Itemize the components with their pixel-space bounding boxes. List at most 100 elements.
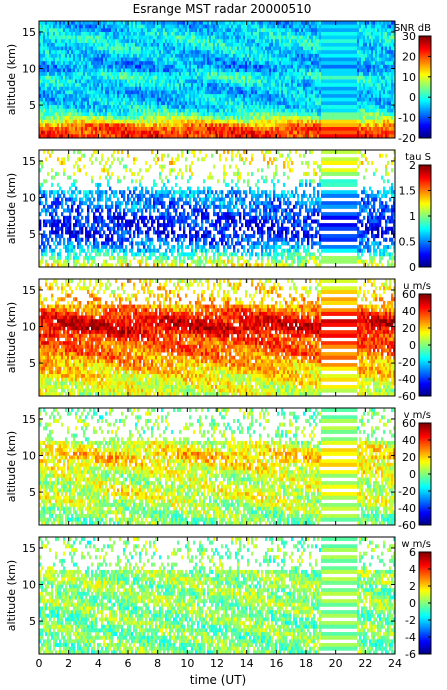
heatmap-cell: [269, 116, 272, 121]
heatmap-cell: [311, 31, 314, 36]
heatmap-cell: [377, 31, 380, 36]
heatmap-cell: [215, 35, 218, 40]
heatmap-cell: [221, 42, 224, 47]
heatmap-cell: [215, 50, 218, 55]
heatmap-cell: [321, 31, 324, 36]
heatmap-cell: [307, 28, 310, 33]
heatmap-cell: [207, 50, 210, 55]
heatmap-cell: [203, 75, 206, 80]
heatmap-cell: [155, 24, 158, 29]
heatmap-cell: [343, 28, 346, 33]
heatmap-cell: [83, 108, 86, 113]
heatmap-cell: [291, 119, 294, 124]
heatmap-cell: [357, 28, 360, 33]
heatmap-cell: [137, 24, 140, 29]
heatmap-cell: [51, 53, 54, 58]
heatmap-cell: [335, 83, 338, 88]
heatmap-cell: [285, 21, 288, 26]
heatmap-cell: [313, 53, 316, 58]
heatmap-cell: [81, 105, 84, 110]
heatmap-cell: [369, 21, 372, 26]
heatmap-cell: [143, 101, 146, 106]
heatmap-cell: [309, 83, 312, 88]
heatmap-cell: [349, 61, 352, 66]
heatmap-cell: [205, 119, 208, 124]
heatmap-cell: [183, 79, 186, 84]
heatmap-cell: [169, 90, 172, 95]
heatmap-cell: [183, 94, 186, 99]
heatmap-cell: [363, 68, 366, 73]
heatmap-cell: [169, 50, 172, 55]
heatmap-cell: [387, 79, 390, 84]
heatmap-cell: [281, 94, 284, 99]
heatmap-cell: [163, 46, 166, 51]
heatmap-cell: [277, 75, 280, 80]
heatmap-cell: [305, 97, 308, 102]
heatmap-cell: [379, 116, 382, 121]
heatmap-cell: [69, 68, 72, 73]
heatmap-cell: [349, 116, 352, 121]
heatmap-cell: [95, 94, 98, 99]
heatmap-cell: [147, 31, 150, 36]
heatmap-cell: [209, 119, 212, 124]
heatmap-cell: [377, 105, 380, 110]
heatmap-cell: [351, 50, 354, 55]
heatmap-cell: [357, 86, 360, 91]
heatmap-cell: [327, 61, 330, 66]
heatmap-cell: [47, 53, 50, 58]
heatmap-cell: [141, 94, 144, 99]
heatmap-cell: [341, 50, 344, 55]
heatmap-cell: [393, 24, 396, 29]
heatmap-cell: [105, 112, 108, 117]
heatmap-cell: [321, 79, 324, 84]
heatmap-cell: [261, 53, 264, 58]
heatmap-cell: [251, 68, 254, 73]
heatmap-cell: [293, 116, 296, 121]
heatmap-cell: [373, 72, 376, 77]
heatmap-cell: [389, 50, 392, 55]
heatmap-cell: [229, 79, 232, 84]
heatmap-cell: [227, 86, 230, 91]
heatmap-cell: [187, 46, 190, 51]
heatmap-cell: [343, 72, 346, 77]
heatmap-cell: [313, 42, 316, 47]
heatmap-cell: [79, 108, 82, 113]
heatmap-cell: [249, 39, 252, 44]
heatmap-cell: [199, 61, 202, 66]
heatmap-cell: [39, 57, 42, 62]
heatmap-cell: [57, 97, 60, 102]
heatmap-cell: [277, 79, 280, 84]
heatmap-cell: [349, 64, 352, 69]
heatmap-cell: [317, 57, 320, 62]
heatmap-cell: [309, 72, 312, 77]
heatmap-cell: [365, 101, 368, 106]
heatmap-cell: [317, 68, 320, 73]
heatmap-cell: [251, 79, 254, 84]
heatmap-cell: [381, 46, 384, 51]
heatmap-cell: [147, 97, 150, 102]
heatmap-cell: [347, 105, 350, 110]
heatmap-cell: [141, 72, 144, 77]
heatmap-cell: [175, 94, 178, 99]
heatmap-cell: [165, 31, 168, 36]
heatmap-cell: [227, 97, 230, 102]
heatmap-cell: [201, 86, 204, 91]
heatmap-cell: [83, 72, 86, 77]
heatmap-cell: [369, 79, 372, 84]
heatmap-cell: [119, 101, 122, 106]
heatmap-cell: [115, 75, 118, 80]
heatmap-cell: [343, 35, 346, 40]
heatmap-cell: [347, 101, 350, 106]
heatmap-cell: [361, 90, 364, 95]
heatmap-cell: [367, 24, 370, 29]
heatmap-cell: [333, 105, 336, 110]
heatmap-cell: [125, 53, 128, 58]
heatmap-cell: [309, 53, 312, 58]
heatmap-cell: [51, 97, 54, 102]
heatmap-cell: [197, 119, 200, 124]
heatmap-cell: [299, 105, 302, 110]
heatmap-cell: [185, 105, 188, 110]
heatmap-cell: [291, 101, 294, 106]
heatmap-cell: [223, 28, 226, 33]
heatmap-cell: [119, 83, 122, 88]
